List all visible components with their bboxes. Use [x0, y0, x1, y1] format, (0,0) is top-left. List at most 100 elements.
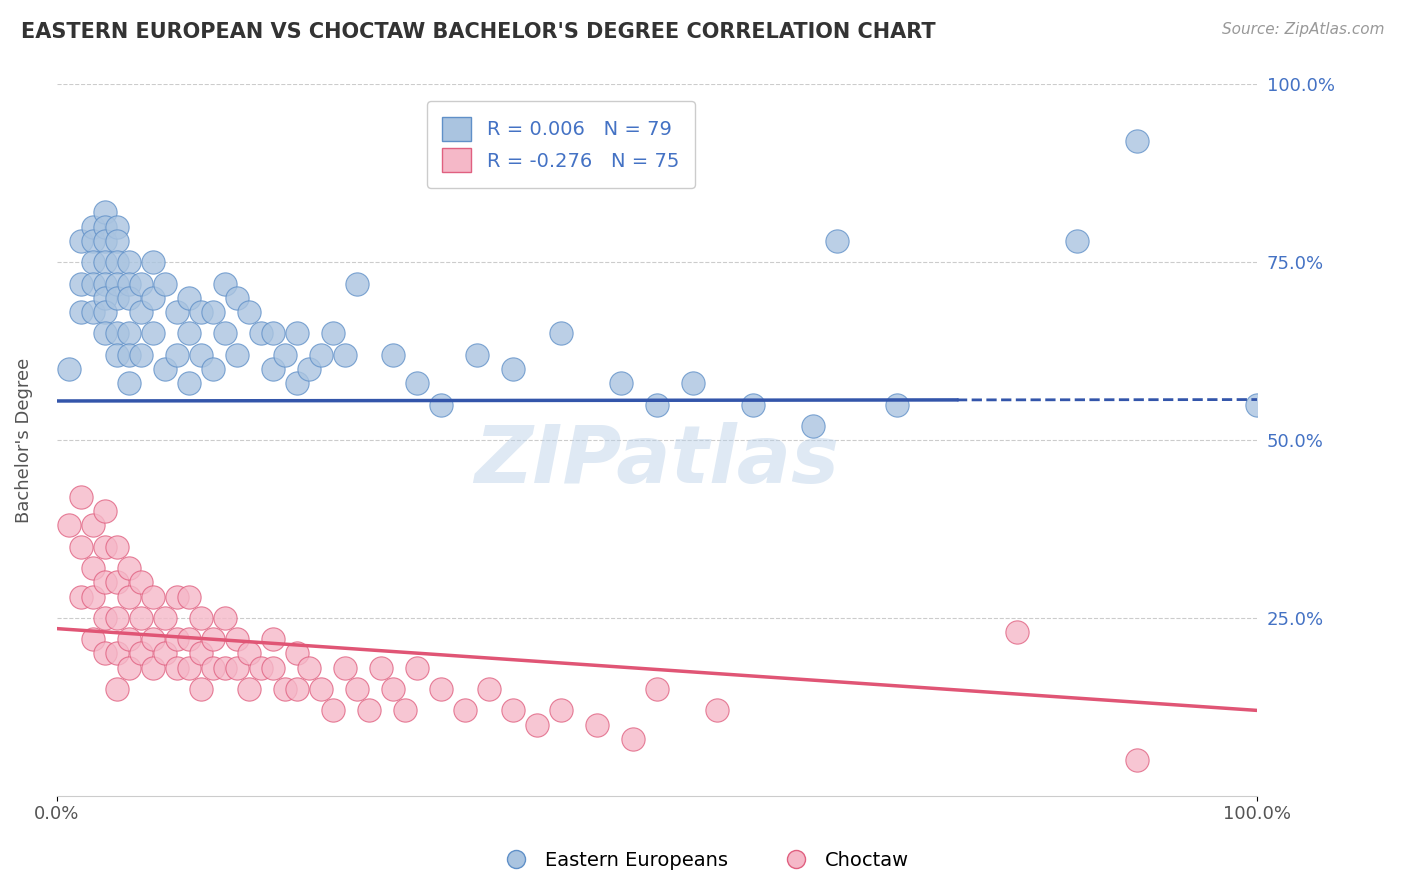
Point [214, 277, 236, 291]
Point [526, 717, 548, 731]
Point [502, 362, 524, 376]
Point [262, 326, 284, 341]
Point [394, 703, 416, 717]
Point [117, 255, 139, 269]
Point [238, 681, 260, 696]
Point [153, 611, 176, 625]
Point [177, 590, 200, 604]
Point [225, 632, 247, 647]
Point [105, 611, 128, 625]
Point [142, 590, 165, 604]
Point [225, 348, 247, 362]
Point [225, 661, 247, 675]
Point [381, 681, 404, 696]
Point [262, 661, 284, 675]
Point [142, 291, 165, 305]
Point [105, 234, 128, 248]
Point [69, 540, 91, 554]
Y-axis label: Bachelor's Degree: Bachelor's Degree [15, 358, 32, 523]
Point [273, 681, 295, 696]
Point [298, 661, 321, 675]
Point [825, 234, 848, 248]
Point [262, 632, 284, 647]
Point [1005, 625, 1028, 640]
Point [105, 647, 128, 661]
Point [238, 647, 260, 661]
Point [309, 348, 332, 362]
Point [201, 362, 224, 376]
Point [249, 661, 271, 675]
Point [1126, 134, 1149, 148]
Point [405, 661, 427, 675]
Point [285, 376, 308, 391]
Point [166, 661, 188, 675]
Point [333, 348, 356, 362]
Point [478, 681, 501, 696]
Point [82, 518, 104, 533]
Point [886, 398, 908, 412]
Point [117, 661, 139, 675]
Point [82, 234, 104, 248]
Point [142, 661, 165, 675]
Point [645, 681, 668, 696]
Point [502, 703, 524, 717]
Point [550, 326, 572, 341]
Point [105, 540, 128, 554]
Point [117, 277, 139, 291]
Point [93, 326, 115, 341]
Point [298, 362, 321, 376]
Point [129, 647, 152, 661]
Point [142, 326, 165, 341]
Point [69, 277, 91, 291]
Point [1126, 753, 1149, 767]
Point [69, 234, 91, 248]
Point [82, 219, 104, 234]
Point [741, 398, 763, 412]
Point [129, 348, 152, 362]
Point [322, 326, 344, 341]
Point [93, 205, 115, 219]
Point [177, 291, 200, 305]
Point [201, 305, 224, 319]
Point [201, 632, 224, 647]
Point [93, 291, 115, 305]
Point [166, 632, 188, 647]
Legend: R = 0.006   N = 79, R = -0.276   N = 75: R = 0.006 N = 79, R = -0.276 N = 75 [426, 102, 695, 187]
Point [190, 611, 212, 625]
Point [682, 376, 704, 391]
Point [405, 376, 427, 391]
Point [93, 575, 115, 590]
Point [69, 305, 91, 319]
Point [82, 561, 104, 575]
Point [105, 255, 128, 269]
Point [129, 277, 152, 291]
Point [249, 326, 271, 341]
Point [177, 632, 200, 647]
Point [105, 291, 128, 305]
Point [117, 326, 139, 341]
Point [273, 348, 295, 362]
Point [190, 305, 212, 319]
Point [238, 305, 260, 319]
Point [225, 291, 247, 305]
Point [1066, 234, 1088, 248]
Point [153, 362, 176, 376]
Text: Source: ZipAtlas.com: Source: ZipAtlas.com [1222, 22, 1385, 37]
Point [153, 277, 176, 291]
Point [82, 255, 104, 269]
Point [262, 362, 284, 376]
Point [69, 590, 91, 604]
Point [105, 277, 128, 291]
Point [93, 647, 115, 661]
Point [214, 661, 236, 675]
Point [346, 277, 368, 291]
Point [129, 575, 152, 590]
Point [309, 681, 332, 696]
Point [333, 661, 356, 675]
Point [166, 590, 188, 604]
Point [82, 590, 104, 604]
Point [93, 305, 115, 319]
Point [166, 348, 188, 362]
Point [153, 647, 176, 661]
Point [166, 305, 188, 319]
